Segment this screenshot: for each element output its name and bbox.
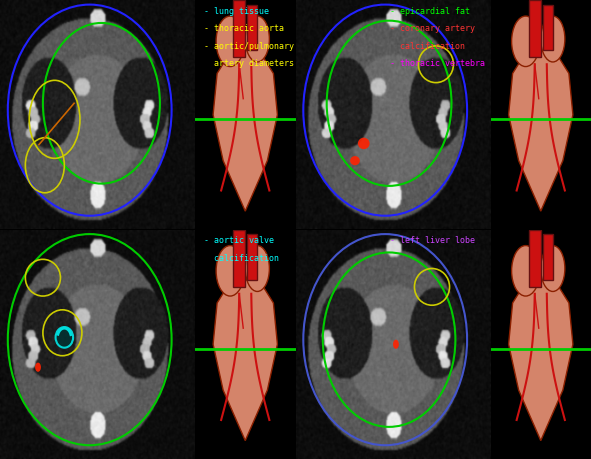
Polygon shape (247, 234, 257, 280)
Ellipse shape (35, 363, 41, 372)
Text: - lung tissue: - lung tissue (204, 7, 269, 16)
Text: artery diameters: artery diameters (204, 59, 294, 68)
Ellipse shape (512, 246, 540, 296)
Text: - thoracic aorta: - thoracic aorta (204, 24, 284, 34)
Ellipse shape (393, 340, 399, 349)
Polygon shape (247, 5, 257, 50)
Ellipse shape (512, 16, 540, 67)
Polygon shape (529, 230, 541, 287)
Text: - thoracic vertebra: - thoracic vertebra (390, 59, 485, 68)
Ellipse shape (541, 16, 565, 62)
Ellipse shape (245, 246, 269, 291)
Polygon shape (509, 280, 573, 441)
Polygon shape (213, 50, 277, 211)
Text: - epicardial fat: - epicardial fat (390, 7, 470, 16)
Ellipse shape (216, 16, 244, 67)
Polygon shape (509, 50, 573, 211)
Text: calcification: calcification (390, 42, 465, 51)
Polygon shape (233, 0, 245, 57)
Text: calcification: calcification (204, 254, 279, 263)
Ellipse shape (245, 16, 269, 62)
Ellipse shape (350, 156, 360, 165)
Ellipse shape (541, 246, 565, 291)
Text: - coronary artery: - coronary artery (390, 24, 475, 34)
Ellipse shape (216, 246, 244, 296)
Polygon shape (529, 0, 541, 57)
Polygon shape (213, 280, 277, 441)
Text: - aortic valve: - aortic valve (204, 236, 274, 246)
Ellipse shape (358, 138, 369, 149)
Polygon shape (543, 5, 553, 50)
Polygon shape (233, 230, 245, 287)
Ellipse shape (56, 327, 73, 348)
Text: - left liver lobe: - left liver lobe (390, 236, 475, 246)
Text: - aortic/pulmonary: - aortic/pulmonary (204, 42, 294, 51)
Polygon shape (543, 234, 553, 280)
